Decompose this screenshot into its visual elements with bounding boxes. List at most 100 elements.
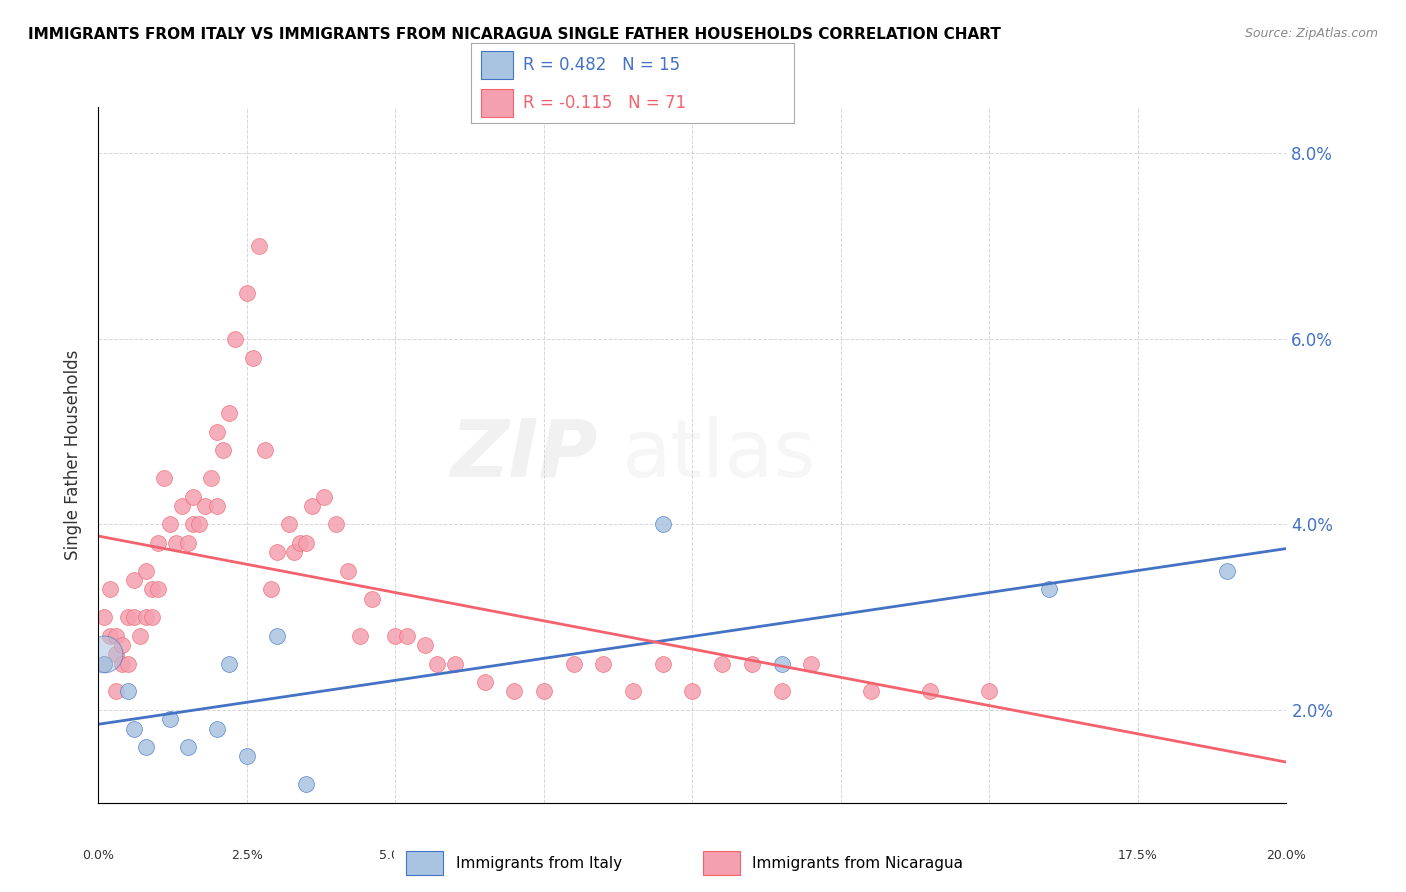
- Point: [122, 573, 145, 587]
- Point: [105, 648, 128, 662]
- Point: [562, 657, 585, 671]
- Text: Source: ZipAtlas.com: Source: ZipAtlas.com: [1244, 27, 1378, 40]
- Point: [384, 629, 406, 643]
- Point: [770, 684, 793, 698]
- Point: [592, 657, 614, 671]
- Point: [236, 749, 259, 764]
- Bar: [481, 51, 513, 79]
- Point: [105, 684, 128, 698]
- Text: 15.0%: 15.0%: [970, 849, 1010, 863]
- Text: 12.5%: 12.5%: [821, 849, 860, 863]
- Text: 0.0%: 0.0%: [83, 849, 114, 863]
- Point: [183, 517, 205, 532]
- Point: [920, 684, 942, 698]
- Point: [711, 657, 734, 671]
- Text: Immigrants from Nicaragua: Immigrants from Nicaragua: [752, 855, 963, 871]
- Point: [218, 406, 240, 420]
- Point: [141, 610, 163, 624]
- Point: [165, 536, 187, 550]
- Point: [183, 490, 205, 504]
- Point: [236, 285, 259, 300]
- Text: IMMIGRANTS FROM ITALY VS IMMIGRANTS FROM NICARAGUA SINGLE FATHER HOUSEHOLDS CORR: IMMIGRANTS FROM ITALY VS IMMIGRANTS FROM…: [28, 27, 1001, 42]
- Point: [266, 545, 288, 559]
- Point: [135, 564, 157, 578]
- Point: [621, 684, 644, 698]
- Text: 2.5%: 2.5%: [231, 849, 263, 863]
- Text: 20.0%: 20.0%: [1267, 849, 1306, 863]
- Point: [98, 582, 121, 597]
- Y-axis label: Single Father Households: Single Father Households: [65, 350, 83, 560]
- Text: Immigrants from Italy: Immigrants from Italy: [456, 855, 621, 871]
- Bar: [481, 88, 513, 117]
- Point: [93, 648, 115, 662]
- Point: [443, 657, 465, 671]
- Point: [290, 536, 312, 550]
- Point: [146, 536, 169, 550]
- Point: [253, 443, 276, 458]
- Point: [194, 499, 217, 513]
- Point: [336, 564, 359, 578]
- Point: [122, 610, 145, 624]
- Point: [651, 657, 673, 671]
- Text: R = -0.115   N = 71: R = -0.115 N = 71: [523, 94, 686, 112]
- Point: [98, 629, 121, 643]
- Point: [682, 684, 704, 698]
- Point: [176, 536, 198, 550]
- Point: [301, 499, 323, 513]
- Point: [105, 629, 128, 643]
- Text: ZIP: ZIP: [450, 416, 598, 494]
- Point: [325, 517, 347, 532]
- Point: [200, 471, 222, 485]
- Point: [176, 740, 198, 755]
- Point: [349, 629, 371, 643]
- Point: [295, 536, 318, 550]
- Point: [117, 684, 139, 698]
- Point: [426, 657, 449, 671]
- Point: [295, 777, 318, 791]
- Point: [533, 684, 555, 698]
- Point: [93, 657, 115, 671]
- Point: [266, 629, 288, 643]
- Bar: [406, 851, 443, 875]
- Point: [474, 675, 496, 690]
- Point: [242, 351, 264, 365]
- Point: [260, 582, 283, 597]
- Point: [212, 443, 235, 458]
- Point: [170, 499, 193, 513]
- Text: 10.0%: 10.0%: [672, 849, 713, 863]
- Point: [159, 517, 181, 532]
- Point: [111, 638, 134, 652]
- Point: [93, 657, 115, 671]
- Point: [135, 740, 157, 755]
- Point: [207, 499, 229, 513]
- Point: [1038, 582, 1060, 597]
- Point: [152, 471, 174, 485]
- Text: atlas: atlas: [621, 416, 815, 494]
- Point: [111, 657, 134, 671]
- Point: [277, 517, 299, 532]
- Text: 5.0%: 5.0%: [380, 849, 412, 863]
- Point: [741, 657, 763, 671]
- Point: [129, 629, 152, 643]
- Bar: [703, 851, 740, 875]
- Point: [207, 722, 229, 736]
- Point: [188, 517, 211, 532]
- Point: [979, 684, 1001, 698]
- Point: [207, 425, 229, 439]
- Point: [1216, 564, 1239, 578]
- Point: [218, 657, 240, 671]
- Point: [396, 629, 419, 643]
- Point: [117, 610, 139, 624]
- Point: [93, 610, 115, 624]
- Point: [122, 722, 145, 736]
- Point: [503, 684, 526, 698]
- Text: 7.5%: 7.5%: [527, 849, 560, 863]
- Point: [159, 712, 181, 726]
- Point: [651, 517, 673, 532]
- Point: [117, 657, 139, 671]
- Point: [283, 545, 305, 559]
- Point: [859, 684, 882, 698]
- Text: 17.5%: 17.5%: [1118, 849, 1159, 863]
- Point: [146, 582, 169, 597]
- Point: [141, 582, 163, 597]
